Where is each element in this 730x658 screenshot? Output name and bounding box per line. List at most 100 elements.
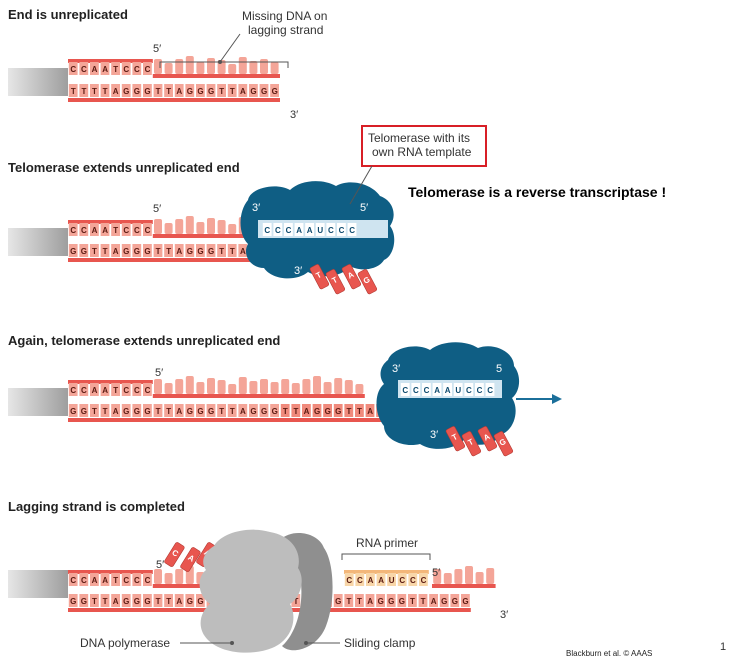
base-letter: C [424,386,430,395]
five-prime-left: 5′ [156,559,164,571]
base-letter: G [70,247,76,256]
svg-text:G: G [362,275,372,286]
unpaired-base [313,376,321,394]
base-letter: A [367,597,373,606]
base-tile [344,594,354,607]
base-letter: C [134,226,140,235]
unpaired-base [260,59,268,74]
svg-text:T: T [450,432,459,442]
base-tile [262,223,272,236]
base-tile [79,383,89,396]
base-letter: A [434,386,440,395]
base-letter: A [102,65,108,74]
unpaired-base [454,569,463,584]
base-letter: T [166,597,171,606]
svg-text:T: T [330,275,339,285]
base-letter: C [81,65,87,74]
base-letter: G [462,597,468,606]
base-tile [153,244,163,257]
base-tile [333,404,343,417]
five-prime-label: 5′ [155,367,163,379]
base-letter: C [264,226,270,235]
base-tile [174,244,184,257]
base-letter: G [187,407,193,416]
base-letter: C [421,576,427,585]
credit-line: Blackburn et al. © AAAS [566,649,652,658]
base-letter: G [134,247,140,256]
base-tile [284,223,293,236]
callout-leader [349,165,373,205]
base-letter: C [346,576,352,585]
unpaired-base [154,59,162,74]
base-letter: A [296,226,302,235]
missing-dna-callout: Missing DNA on lagging strand [242,9,331,37]
base-tile [376,594,385,607]
base-letter: G [208,247,214,256]
base-letter: G [325,407,331,416]
base-letter: U [455,386,461,395]
three-prime-label: 3′ [290,109,298,121]
base-tile [111,84,120,97]
base-letter: G [81,597,87,606]
unpaired-base [217,380,226,394]
base-tile [238,244,248,257]
base-tile [121,223,131,236]
svg-text:A: A [346,270,356,281]
base-tile [185,244,195,257]
base-tile [143,62,152,75]
base-letter: U [317,226,323,235]
base-letter: G [261,87,267,96]
base-letter: C [123,65,129,74]
base-tile [450,594,460,607]
base-tile [217,244,226,257]
strand-backbone [68,380,153,384]
base-tile [418,594,428,607]
page-number: 1 [720,641,726,653]
unpaired-base [433,569,442,584]
base-tile [164,594,173,607]
base-tile [174,594,184,607]
base-letter: C [134,386,140,395]
unpaired-base [185,56,194,74]
base-letter: C [286,226,292,235]
panel-2-title: Telomerase extends unreplicated end [8,160,240,175]
unpaired-base [238,377,247,394]
base-tile [100,573,110,586]
base-tile [217,84,226,97]
base-letter: A [378,576,384,585]
base-letter: T [293,407,298,416]
base-letter: A [307,226,313,235]
base-tile [174,404,184,417]
base-letter: C [81,226,87,235]
strand-backbone [152,74,280,78]
base-letter: C [399,576,405,585]
base-tile [164,244,173,257]
base-tile [280,404,290,417]
base-letter: G [314,407,320,416]
unpaired-base [164,573,173,584]
base-letter: G [123,87,129,96]
base-tile [291,404,301,417]
base-letter: A [176,597,182,606]
base-tile [408,594,417,607]
base-tile [121,62,131,75]
base-letter: T [103,597,108,606]
base-letter: A [431,597,437,606]
unpaired-base [302,379,311,394]
base-letter: T [230,407,235,416]
base-tile [132,244,142,257]
base-tile [326,223,336,236]
base-tile [291,594,301,607]
base-letter: G [144,247,150,256]
base-tile [344,404,354,417]
sliding-clamp-label: Sliding clamp [344,636,416,650]
base-letter: C [413,386,419,395]
base-tile [337,223,346,236]
base-letter: T [219,87,224,96]
strand-backbone [400,380,496,384]
base-tile [68,404,78,417]
